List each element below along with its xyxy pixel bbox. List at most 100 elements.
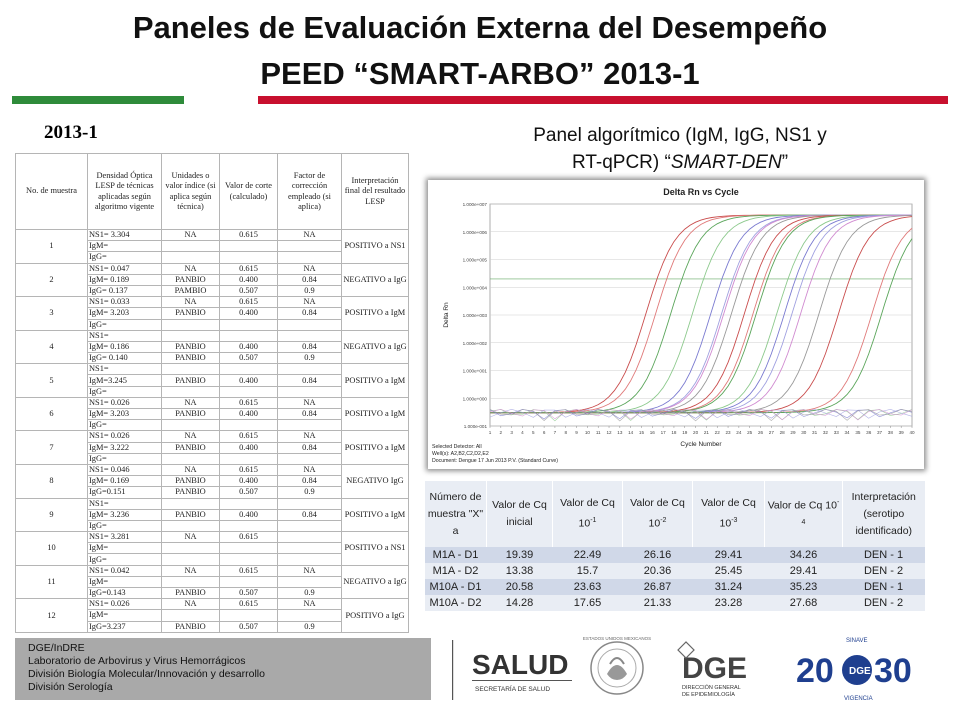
rt-header-cell: Valor de Cq 10-2 [622, 481, 693, 547]
table-row: IgG= [16, 385, 409, 398]
od-value-cell: IgG=3.237 [87, 620, 162, 634]
y-tick-label: 1.000e+000 [463, 396, 488, 401]
rt-cell: DEN - 1 [842, 579, 925, 595]
table-row: 1 NS1= 3.304 NA 0.615 NA POSITIVO a NS1 [15, 228, 409, 264]
units-cell [161, 575, 220, 589]
factor-cell: 0.84 [277, 508, 342, 521]
cutoff-cell [219, 553, 278, 566]
mexico-seal-icon: ESTADOS UNIDOS MEXICANOS [583, 636, 651, 695]
sample-number-cell: 10 [15, 531, 88, 566]
sample-number-cell: 3 [15, 296, 88, 331]
green-divider-bar [12, 96, 184, 104]
table-row: 3 NS1= 0.033 NA 0.615 NA POSITIVO a IgM [15, 296, 409, 331]
units-cell: PANBIO [161, 352, 220, 365]
amplification-curve [490, 214, 913, 414]
factor-cell: NA [277, 296, 342, 309]
x-tick-label: 20 [693, 430, 699, 435]
table-row: M1A - D2 13.38 15.7 20.36 25.45 29.41 DEN - 2 [424, 563, 925, 579]
x-tick-label: 22 [715, 430, 721, 435]
rt-header-cell: Valor de Cq inicial [486, 481, 553, 547]
x-tick-label: 9 [575, 430, 578, 435]
cutoff-cell: 0.507 [219, 586, 278, 600]
table-row: IgG=3.237 PANBIO 0.507 0.9 [16, 620, 409, 634]
cutoff-cell: 0.400 [219, 475, 278, 488]
od-value-cell: NS1= 0.026 [87, 598, 162, 611]
x-tick-label: 13 [617, 430, 623, 435]
od-value-cell: IgM= 0.169 [87, 475, 162, 488]
factor-cell: 0.84 [277, 374, 342, 387]
rt-cell: 22.49 [552, 547, 623, 563]
elisa-results-body: 1 NS1= 3.304 NA 0.615 NA POSITIVO a NS1 IgM= Ig… [15, 228, 409, 634]
od-value-cell: IgG=0.143 [87, 586, 162, 600]
factor-cell: 0.84 [277, 273, 342, 286]
x-tick-label: 16 [650, 430, 656, 435]
factor-cell: 0.9 [277, 352, 342, 365]
amplification-curve [490, 214, 913, 414]
units-cell: PANBIO [161, 508, 220, 521]
units-cell: PAMBIO [161, 284, 220, 298]
od-value-cell: IgM= 3.222 [87, 441, 162, 454]
footer-line-2: Laboratorio de Arbovirus y Virus Hemorrá… [28, 655, 246, 667]
od-value-cell: NS1= 0.046 [87, 463, 162, 477]
sample-number-cell: 12 [15, 598, 88, 633]
cutoff-cell: 0.400 [219, 307, 278, 320]
baseline-noise-curve [489, 408, 913, 419]
header-interpretation: Interpretación final del resultado LESP [341, 153, 409, 230]
rt-cell: 20.58 [486, 579, 553, 595]
rt-cell: 19.39 [486, 547, 553, 563]
od-value-cell: IgM=3.245 [87, 374, 162, 387]
units-cell [161, 419, 220, 432]
cutoff-cell: 0.615 [219, 463, 278, 477]
chart-title: Delta Rn vs Cycle [663, 187, 739, 197]
rt-cell: DEN - 2 [842, 563, 925, 579]
x-tick-label: 5 [532, 430, 535, 435]
sinave-20-text: 20 [796, 652, 834, 690]
baseline-noise-curve [489, 409, 913, 422]
baseline-noise-curve [489, 408, 913, 421]
amplification-curve [490, 214, 912, 414]
x-tick-label: 18 [671, 430, 677, 435]
units-cell [161, 318, 220, 331]
cutoff-cell: 0.615 [219, 430, 278, 443]
interpretation-cell: POSITIVO a IgM [341, 430, 409, 465]
sinave-top-text: SINAVE [846, 638, 868, 644]
table-row: IgG= [16, 318, 409, 331]
od-value-cell: NS1= 0.047 [87, 262, 162, 275]
factor-cell [277, 329, 342, 342]
x-tick-label: 38 [888, 430, 894, 435]
interpretation-cell: POSITIVO a NS1 [341, 229, 409, 264]
y-tick-label: 1.000e+004 [463, 285, 488, 290]
cutoff-cell [219, 519, 278, 533]
cutoff-cell [219, 575, 278, 589]
rt-qpcr-body: M1A - D1 19.39 22.49 26.16 29.41 34.26 DEN - 1… [424, 547, 925, 611]
rt-header-exponent: -4 [801, 498, 840, 527]
factor-cell [277, 240, 342, 253]
sample-number-cell: 6 [15, 396, 88, 432]
table-row: M10A - D1 20.58 23.63 26.87 31.24 35.23 DEN - … [424, 579, 925, 595]
rt-cell: M1A - D2 [424, 563, 487, 579]
elisa-results-table: No. de muestra Densidad Óptica LESP de t… [15, 153, 409, 634]
units-cell: NA [161, 228, 220, 242]
units-cell: PANBIO [161, 441, 220, 454]
footer-line-3: División Biología Molecular/Innovación y… [28, 668, 265, 680]
factor-cell: NA [277, 262, 342, 275]
header-correction-factor: Factor de corrección empleado (si aplica… [277, 153, 342, 230]
od-value-cell: NS1= 0.033 [87, 296, 162, 309]
od-value-cell: IgG= 0.137 [87, 284, 162, 298]
od-value-cell: IgG= [87, 251, 162, 264]
panel-title-line-2: RT-qPCR) “SMART-DEN” [470, 149, 890, 176]
x-tick-label: 37 [877, 430, 883, 435]
units-cell: NA [161, 463, 220, 477]
x-tick-label: 39 [899, 430, 905, 435]
factor-cell [277, 575, 342, 589]
sample-number-cell: 8 [15, 463, 88, 499]
sample-number-cell: 4 [15, 329, 88, 365]
cutoff-cell [219, 609, 278, 622]
x-axis-label: Cycle Number [680, 441, 722, 448]
od-value-cell: IgM= [87, 575, 162, 589]
table-row: 5 NS1= POSITIVO a IgM [15, 363, 409, 398]
table-row: M10A - D2 14.28 17.65 21.33 23.28 27.68 DEN - … [424, 595, 925, 611]
rt-cell: 15.7 [552, 563, 623, 579]
seal-text: ESTADOS UNIDOS MEXICANOS [583, 636, 651, 641]
rt-header-cell: Valor de Cq 10-3 [692, 481, 765, 547]
